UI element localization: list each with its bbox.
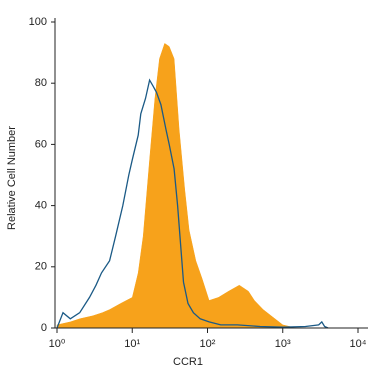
x-tick-label: 10⁴ <box>350 338 367 350</box>
x-axis-label: CCR1 <box>173 356 203 368</box>
y-tick-label: 100 <box>29 16 47 28</box>
histogram-area <box>56 43 297 329</box>
histogram-line <box>56 78 329 329</box>
x-tick-label: 10¹ <box>124 338 140 350</box>
y-tick-label: 60 <box>35 138 47 150</box>
x-tick-label: 10⁰ <box>49 338 66 350</box>
y-tick-label: 20 <box>35 261 47 273</box>
y-tick-label: 0 <box>41 322 47 334</box>
y-axis-label: Relative Cell Number <box>6 126 18 230</box>
y-tick-label: 40 <box>35 200 47 212</box>
x-tick-label: 10³ <box>275 338 291 350</box>
y-tick-label: 80 <box>35 77 47 89</box>
x-tick-label: 10² <box>200 338 216 350</box>
